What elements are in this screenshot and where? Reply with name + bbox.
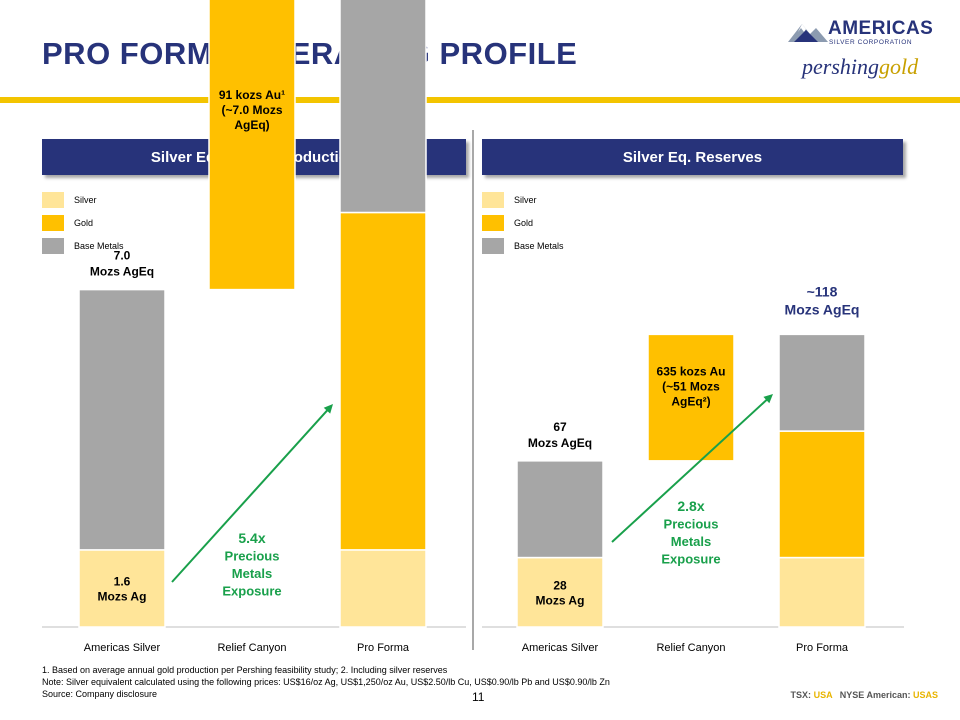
legend-swatch [482, 192, 504, 208]
bar-segment-gold [208, 0, 296, 291]
bar-segment-gold [778, 430, 866, 559]
x-tick-label: Relief Canyon [217, 642, 286, 654]
bar-segment-gold [647, 333, 735, 462]
legend-swatch [42, 215, 64, 231]
x-tick-label: Pro Forma [357, 642, 410, 654]
legend-item-base-metals: Base Metals [482, 238, 564, 254]
data-label-relief-canyon: 91 kozs Au¹ (~7.0 Mozs AgEq) [219, 88, 285, 132]
legend-item-silver: Silver [482, 192, 537, 208]
growth-arrow-head [323, 404, 333, 414]
x-tick-label: Relief Canyon [656, 642, 725, 654]
bar-segment-silver [339, 549, 427, 628]
x-tick-label: Pro Forma [796, 642, 849, 654]
legend-swatch [482, 215, 504, 231]
x-tick-label: Americas Silver [84, 642, 161, 654]
header-rule [0, 97, 960, 103]
legend-swatch [42, 192, 64, 208]
growth-arrow-head [763, 394, 773, 404]
legend-item-silver: Silver [42, 192, 97, 208]
legend-swatch [482, 238, 504, 254]
footnotes: 1. Based on average annual gold producti… [42, 664, 610, 700]
bar-segment-gold [339, 211, 427, 551]
growth-arrow [611, 397, 770, 543]
ticker-symbols: TSX: USA NYSE American: USAS [790, 690, 938, 700]
legend-item-base-metals: Base Metals [42, 238, 124, 254]
panel-divider [472, 130, 474, 650]
logo-name: AMERICAS [828, 18, 934, 39]
company-logo: AMERICAS SILVER CORPORATION pershinggold [788, 16, 938, 82]
legend-swatch [42, 238, 64, 254]
x-tick-label: Americas Silver [522, 642, 599, 654]
right-panel-title: Silver Eq. Reserves [482, 139, 903, 175]
bar-segment-base-metals [78, 288, 166, 551]
data-label-silver: 1.6 Mozs Ag [98, 574, 147, 603]
bar-segment-base-metals [778, 333, 866, 432]
data-label-total: 7.0 Mozs AgEq [90, 249, 154, 279]
bar-segment-base-metals [339, 0, 427, 214]
footnote-note: Note: Silver equivalent calculated using… [42, 677, 610, 687]
precious-metals-callout: 2.8x Precious Metals Exposure [661, 498, 720, 567]
data-label-silver: 28 Mozs Ag [536, 578, 585, 607]
page-number: 11 [472, 690, 485, 704]
data-label-total: 67 Mozs AgEq [528, 420, 592, 450]
bar-segment-silver [778, 556, 866, 628]
page-title: PRO FORMA OPERATING PROFILE [42, 36, 578, 71]
growth-arrow [171, 407, 330, 583]
data-label-relief-canyon: 635 kozs Au (~51 Mozs AgEq²) [657, 365, 726, 409]
precious-metals-callout: 5.4x Precious Metals Exposure [222, 530, 281, 599]
data-label-total-pro-forma: ~118 Mozs AgEq [785, 283, 860, 317]
pershing-gold-logo: pershinggold [802, 54, 919, 79]
mountain-icon [788, 24, 828, 42]
bar-segment-silver [78, 549, 166, 628]
legend-item-gold: Gold [42, 215, 93, 231]
legend-item-gold: Gold [482, 215, 533, 231]
bar-segment-base-metals [516, 460, 604, 559]
footnote-source: Source: Company disclosure [42, 689, 158, 699]
logo-subtitle: SILVER CORPORATION [829, 39, 913, 46]
footnote-1: 1. Based on average annual gold producti… [42, 665, 448, 675]
